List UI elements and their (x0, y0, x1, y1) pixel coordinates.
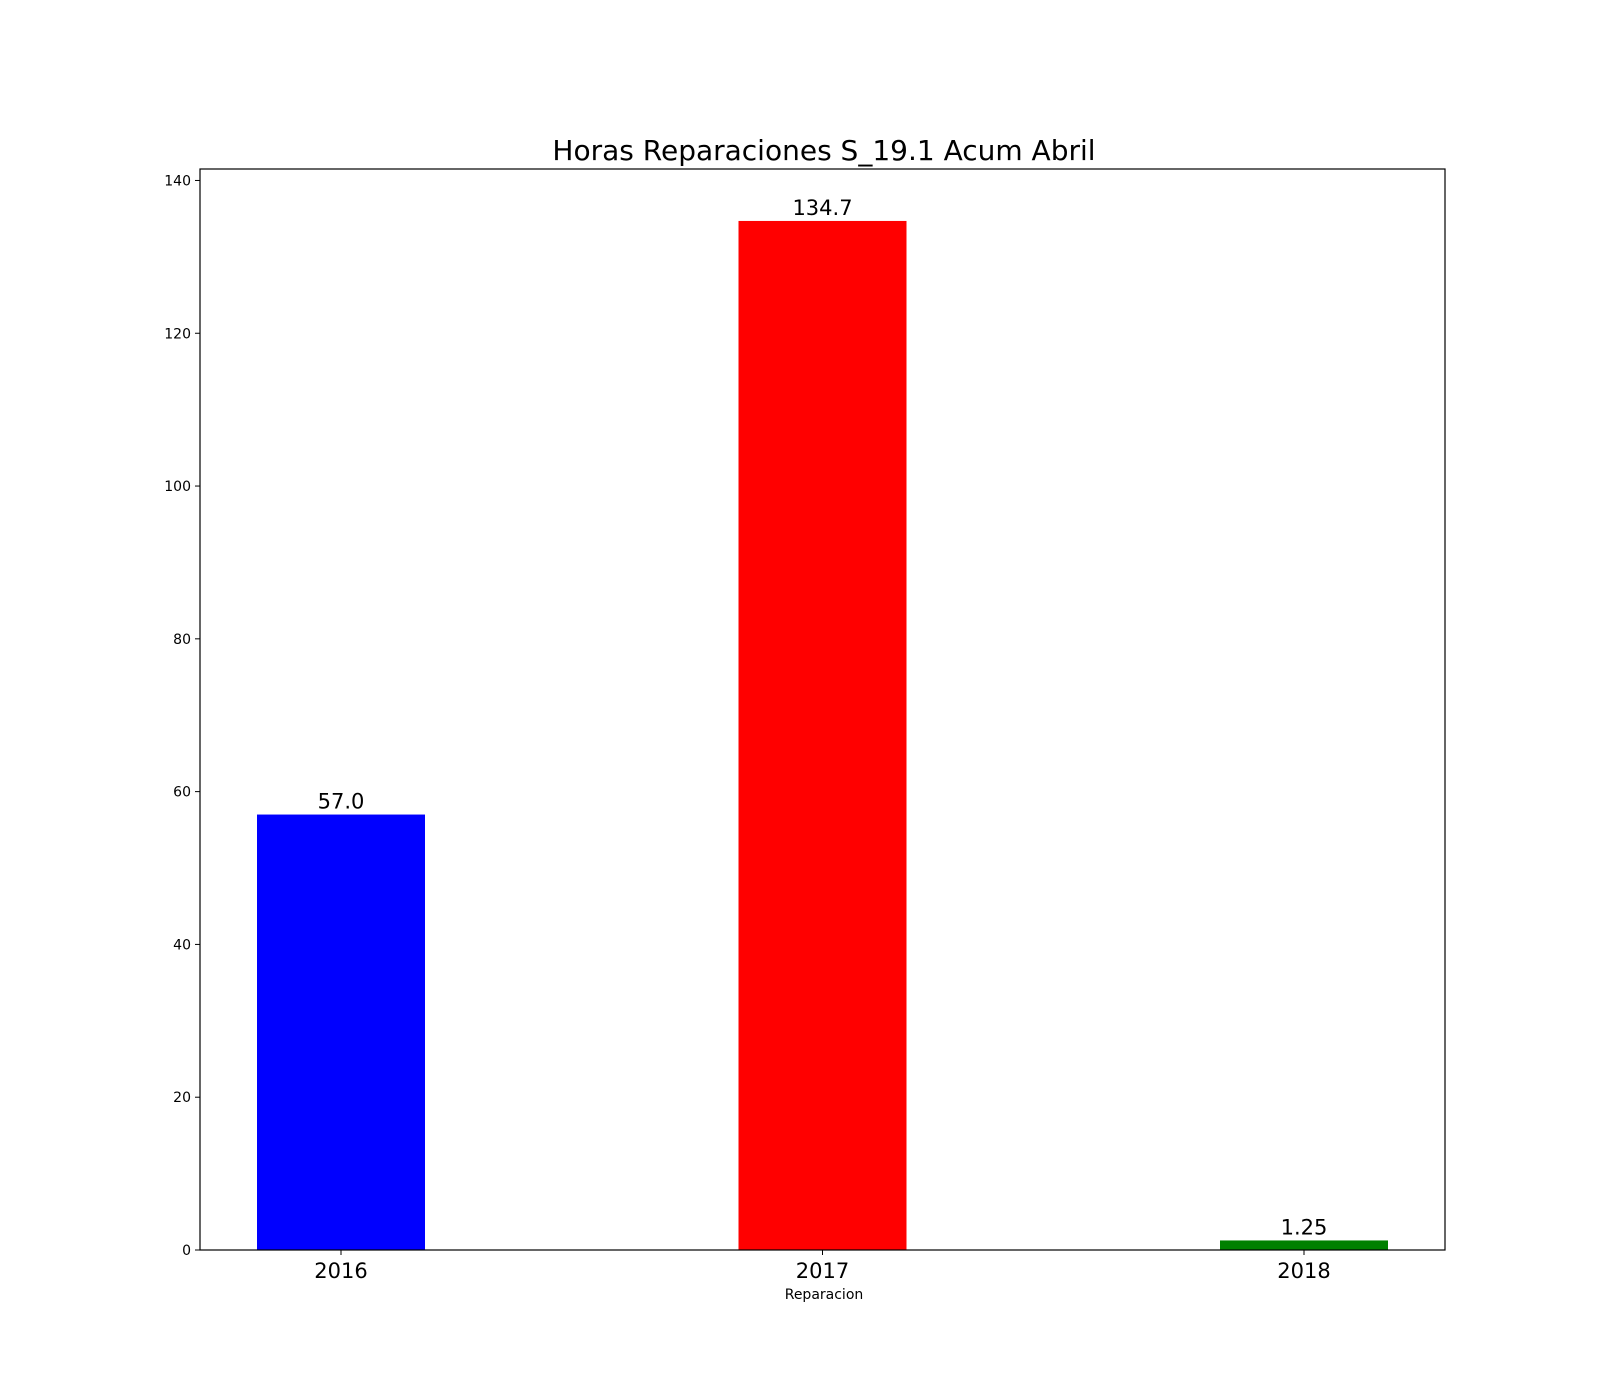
plot-area: 57.0 2016 134.7 2017 1.25 2018 0 20 40 60 80 100 120… (164, 168, 1446, 1283)
x-tick-label-2017: 2017 (796, 1259, 849, 1283)
data-label-2017: 134.7 (792, 196, 852, 220)
y-tick-label-40: 40 (173, 937, 191, 953)
y-tick-label-60: 60 (173, 785, 191, 801)
bar-2017 (738, 220, 907, 1251)
y-tick-label-140: 140 (164, 173, 191, 189)
data-label-2018: 1.25 (1281, 1215, 1328, 1239)
data-label-2016: 57.0 (318, 790, 365, 814)
y-tick-label-80: 80 (173, 632, 191, 648)
bar-2018 (1220, 1240, 1388, 1250)
y-tick-label-100: 100 (164, 479, 191, 495)
bar-2016 (257, 814, 425, 1250)
y-tick-label-120: 120 (164, 326, 191, 342)
chart-title: Horas Reparaciones S_19.1 Acum Abril (552, 134, 1095, 167)
x-tick-label-2016: 2016 (314, 1259, 367, 1283)
y-tick-label-0: 0 (182, 1243, 191, 1259)
x-tick-label-2018: 2018 (1277, 1259, 1330, 1283)
plot-frame (199, 168, 1446, 1251)
x-axis-label: Reparacion (785, 1287, 864, 1303)
y-tick-label-20: 20 (173, 1090, 191, 1106)
